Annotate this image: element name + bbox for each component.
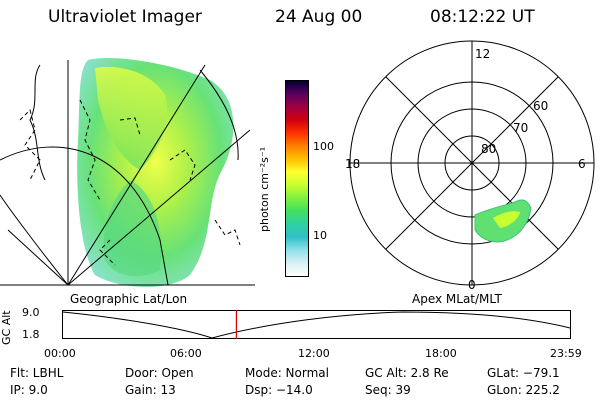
time-tick-1: 06:00 bbox=[170, 347, 202, 360]
mlt-18-label: 18 bbox=[345, 157, 360, 171]
lat-70-label: 70 bbox=[513, 121, 528, 135]
lat-60-label: 60 bbox=[533, 99, 548, 113]
time-tick-2: 12:00 bbox=[298, 347, 330, 360]
mlt-12-label: 12 bbox=[475, 47, 490, 61]
altitude-ymax: 9.0 bbox=[22, 306, 40, 319]
time-tick-3: 18:00 bbox=[425, 347, 457, 360]
dsp-info: Dsp: −14.0 bbox=[245, 383, 313, 397]
right-panel-caption: Apex MLat/MLT bbox=[412, 292, 502, 306]
altitude-plot bbox=[62, 310, 571, 339]
aurora-bright-core bbox=[95, 66, 168, 170]
geographic-image-panel bbox=[0, 58, 255, 288]
colorbar bbox=[285, 80, 309, 277]
ip-info: IP: 9.0 bbox=[10, 383, 48, 397]
left-panel-caption: Geographic Lat/Lon bbox=[70, 292, 188, 306]
altitude-axis-label: GC Alt bbox=[0, 310, 13, 345]
geographic-grid bbox=[0, 60, 255, 286]
altitude-curve bbox=[62, 311, 571, 339]
filter-info: Flt: LBHL bbox=[10, 366, 64, 380]
mlt-6-label: 6 bbox=[578, 157, 586, 171]
polar-plot: 12 18 6 0 60 70 80 bbox=[345, 40, 595, 292]
date-label: 24 Aug 00 bbox=[275, 7, 363, 27]
gc-alt-info: GC Alt: 2.8 Re bbox=[365, 366, 449, 380]
instrument-title: Ultraviolet Imager bbox=[48, 7, 202, 27]
colorbar-tick-100: 100 bbox=[313, 140, 334, 153]
altitude-ymin: 1.8 bbox=[22, 328, 40, 341]
seq-info: Seq: 39 bbox=[365, 383, 411, 397]
colorbar-unit-label: photon cm⁻²s⁻¹ bbox=[258, 146, 271, 232]
time-tick-0: 00:00 bbox=[44, 347, 76, 360]
door-info: Door: Open bbox=[125, 366, 194, 380]
altitude-plot-frame bbox=[62, 310, 571, 339]
gain-info: Gain: 13 bbox=[125, 383, 176, 397]
mlt-0-label: 0 bbox=[468, 278, 476, 292]
mode-info: Mode: Normal bbox=[245, 366, 329, 380]
glat-info: GLat: −79.1 bbox=[487, 366, 560, 380]
time-label: 08:12:22 UT bbox=[430, 7, 535, 27]
polar-aurora-core bbox=[493, 211, 520, 228]
lat-80-label: 80 bbox=[481, 142, 496, 156]
polar-grid bbox=[349, 40, 595, 286]
glon-info: GLon: 225.2 bbox=[487, 383, 560, 397]
colorbar-tick-10: 10 bbox=[313, 229, 327, 242]
coastlines bbox=[19, 99, 241, 266]
time-tick-4: 23:59 bbox=[550, 347, 582, 360]
